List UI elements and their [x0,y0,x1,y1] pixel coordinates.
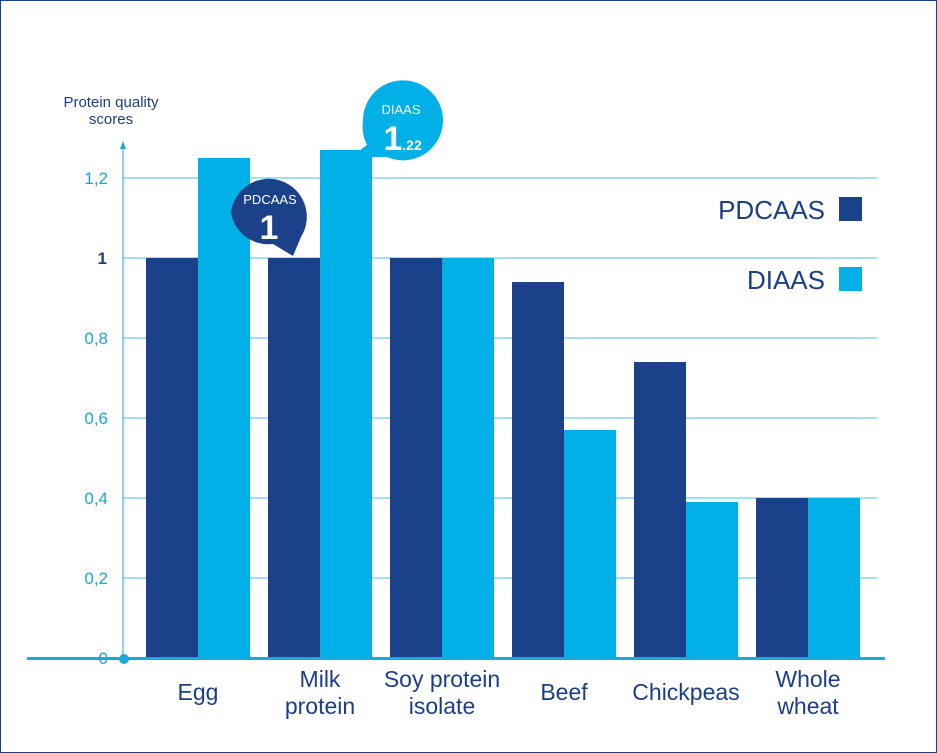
callout-bubble-diaas [351,80,443,161]
callout-value-pdcaas: 1 [260,209,279,247]
bar-pdcaas [146,258,198,658]
bar-pdcaas [512,282,564,658]
axis-origin-dot [119,654,129,664]
x-category-label: wheat [776,693,839,719]
y-tick-label: 0,2 [84,569,108,588]
x-axis-line [27,657,885,660]
bar-pdcaas [634,362,686,658]
x-category-label: isolate [409,693,475,719]
y-tick-label: 1,2 [84,169,108,188]
y-tick-label: 0 [99,649,108,668]
legend-swatch-diaas [839,267,862,291]
y-tick-label: 0,6 [84,409,108,428]
callout-label-pdcaas: PDCAAS [243,192,297,207]
bar-diaas [808,498,860,658]
x-category-label: Soy protein [384,666,500,692]
legend-swatch-pdcaas [839,197,862,221]
bar-diaas [564,430,616,658]
legend-label-pdcaas: PDCAAS [718,195,825,225]
x-category-label: Whole [775,666,840,692]
x-category-label: protein [285,693,355,719]
x-category-label: Beef [540,679,588,705]
bar-pdcaas [390,258,442,658]
x-category-label: Milk [300,666,341,692]
x-category-label: Chickpeas [632,679,739,705]
bar-diaas [198,158,250,658]
callout-value-diaas: 1 [384,120,403,158]
bar-pdcaas [756,498,808,658]
y-tick-label: 0,4 [84,489,108,508]
callout-label-diaas: DIAAS [381,102,420,117]
y-axis-title: scores [89,111,133,128]
y-tick-label: 0,8 [84,329,108,348]
bar-pdcaas [268,258,320,658]
x-category-label: Egg [178,679,219,705]
bar-diaas [442,258,494,658]
callout-bubble-pdcaas [231,178,307,256]
bar-diaas [320,150,372,658]
y-axis-arrow-icon [120,141,126,149]
bar-diaas [686,502,738,658]
callout-value-sub-diaas: .22 [402,137,422,153]
legend-label-diaas: DIAAS [747,265,825,295]
y-axis-title: Protein quality [63,94,159,111]
y-tick-label: 1 [98,249,107,268]
